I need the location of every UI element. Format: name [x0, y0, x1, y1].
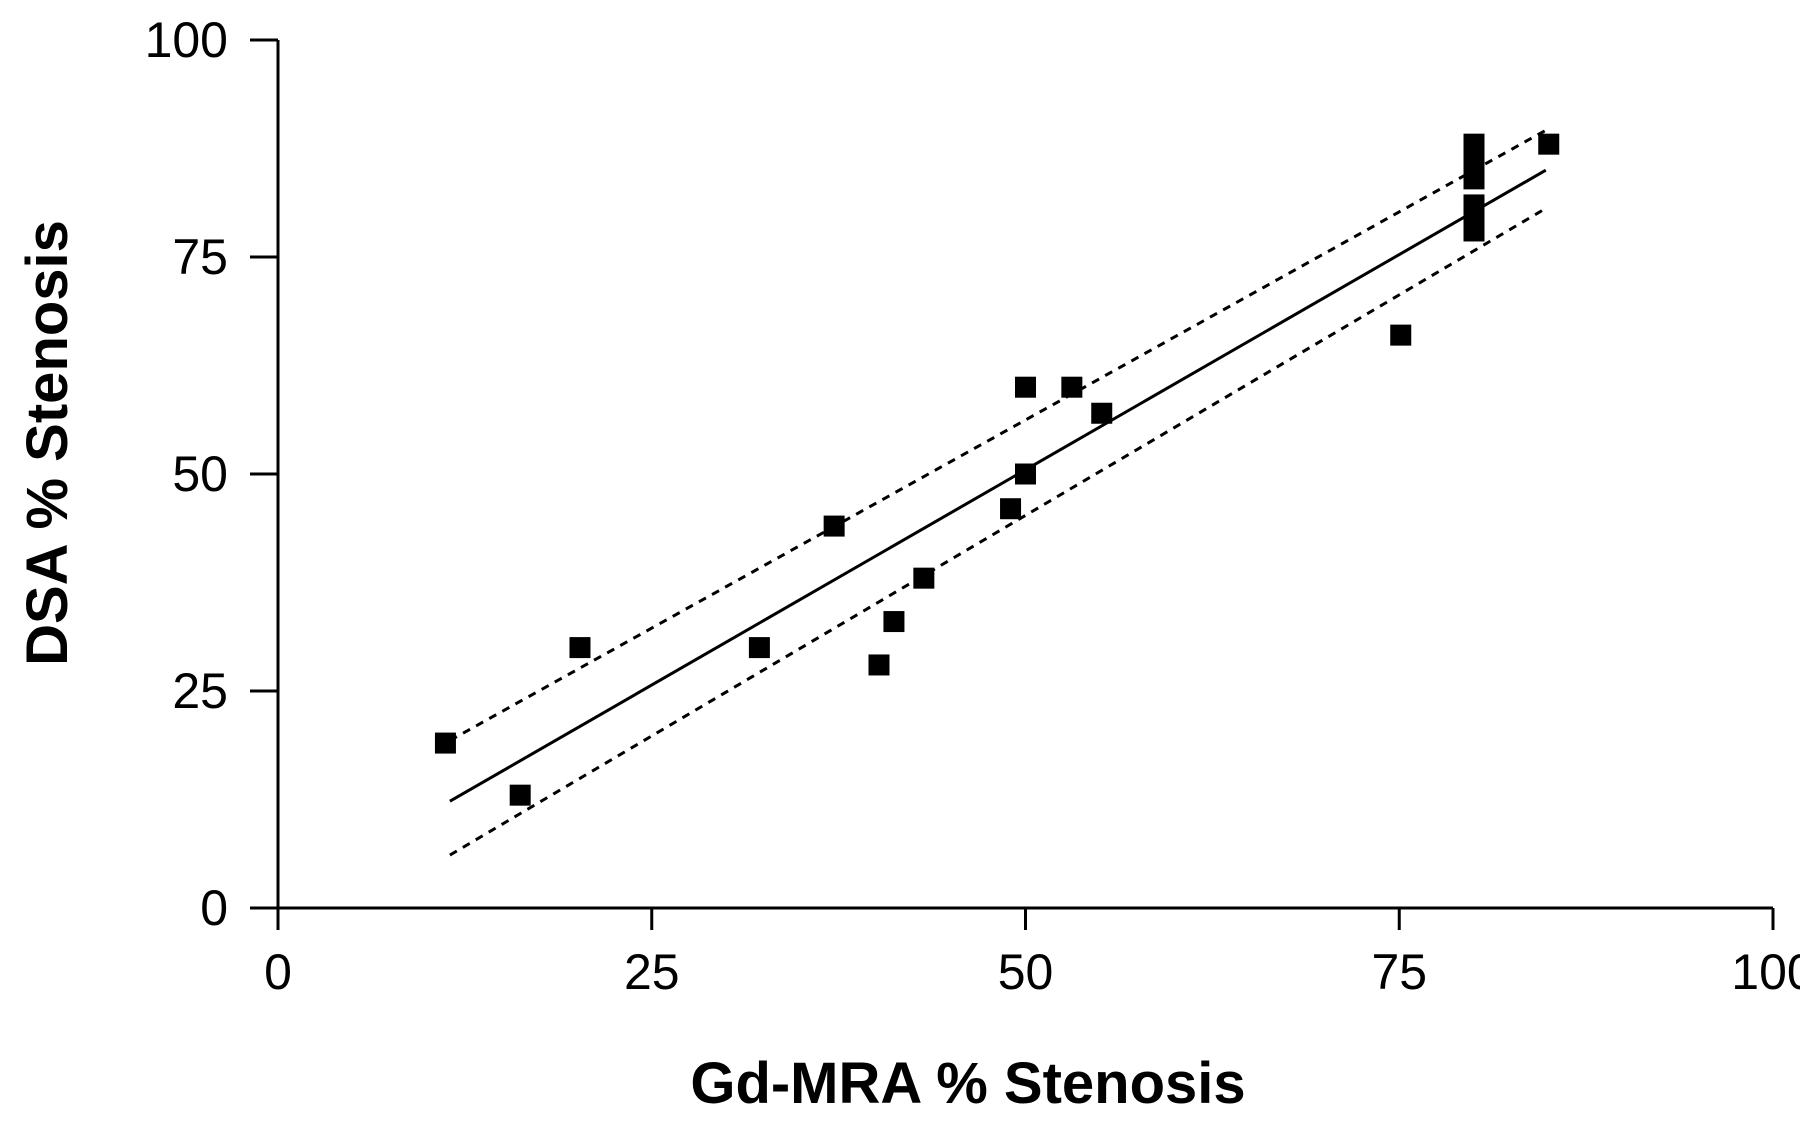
confidence-band-line — [449, 128, 1547, 742]
data-point — [1538, 133, 1560, 155]
regression-line — [449, 168, 1547, 803]
data-point — [1015, 463, 1036, 485]
data-point — [1000, 498, 1022, 520]
data-point — [1463, 168, 1485, 190]
data-point — [883, 611, 905, 633]
y-tick-label: 75 — [172, 229, 228, 285]
x-tick-label: 0 — [264, 944, 292, 1000]
y-tick-label: 50 — [172, 446, 228, 502]
plot-area: 0 25 50 75 100 0 25 50 75 100 — [145, 12, 1800, 1000]
confidence-bands — [449, 128, 1547, 857]
x-tick-label: 25 — [624, 944, 680, 1000]
y-tick-label: 25 — [172, 663, 228, 719]
data-point — [1015, 376, 1036, 398]
data-point — [913, 567, 935, 589]
data-point — [868, 654, 890, 676]
x-tick-label: 50 — [998, 944, 1054, 1000]
x-tick-label: 75 — [1371, 944, 1427, 1000]
data-point — [509, 784, 531, 806]
data-point — [1463, 133, 1485, 155]
data-point — [1091, 402, 1113, 424]
data-point — [748, 637, 770, 659]
y-tick-label: 0 — [200, 880, 228, 936]
data-point — [1463, 151, 1485, 173]
data-points — [434, 133, 1560, 806]
x-axis: 0 25 50 75 100 — [264, 906, 1800, 1000]
data-point — [823, 515, 845, 537]
y-axis: 0 25 50 75 100 — [145, 12, 280, 936]
y-axis-title: DSA % Stenosis — [15, 220, 80, 666]
data-point — [569, 637, 591, 659]
data-point — [434, 732, 456, 754]
y-tick-label: 100 — [145, 12, 228, 68]
data-point — [1390, 324, 1412, 346]
regression-fit — [449, 168, 1547, 803]
x-tick-label: 100 — [1731, 944, 1800, 1000]
data-point — [1463, 194, 1485, 216]
x-axis-title: Gd-MRA % Stenosis — [690, 1051, 1245, 1116]
confidence-band-line — [449, 207, 1547, 857]
data-point — [1463, 220, 1485, 242]
data-point — [1061, 376, 1083, 398]
